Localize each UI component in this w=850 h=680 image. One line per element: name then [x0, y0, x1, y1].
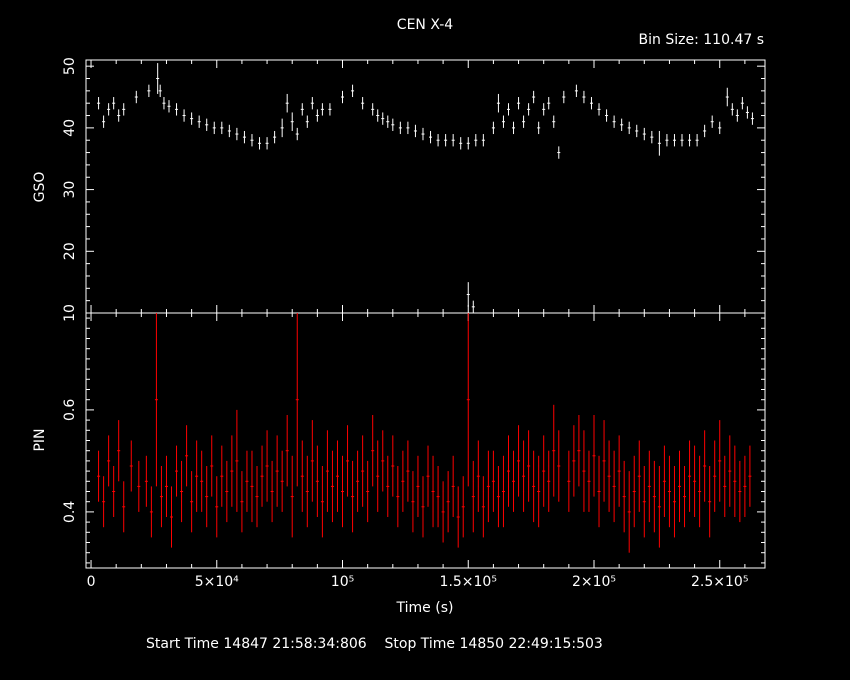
pin-panel: 0.4 0.6 0 5×10⁴ 10⁵ 1.5×10⁵ 2×10⁵ 2.5×10⁵: [62, 312, 766, 590]
time-range-footer: Start Time 14847 21:58:34:806 Stop Time …: [146, 636, 603, 652]
pin-x-tick-label: 10⁵: [331, 574, 354, 590]
gso-y-tick-label: 10: [62, 304, 78, 322]
chart-title: CEN X-4: [397, 17, 453, 33]
gso-y-tick-label: 20: [62, 242, 78, 260]
pin-frame: [85, 312, 766, 569]
pin-x-tick-label: 5×10⁴: [195, 574, 239, 590]
x-axis-label: Time (s): [396, 600, 454, 616]
gso-y-tick-label: 50: [62, 57, 78, 75]
start-time-value: 14847 21:58:34:806: [223, 636, 367, 652]
pin-x-tick-label: 2.5×10⁵: [691, 574, 748, 590]
gso-y-tick-label: 40: [62, 119, 78, 137]
gso-panel: 10 20 30 40 50: [62, 57, 766, 322]
stop-time-label: Stop Time: [384, 636, 456, 652]
start-time-label: Start Time: [146, 636, 219, 652]
pin-x-tick-label: 2×10⁵: [572, 574, 616, 590]
pin-x-tick-label: 1.5×10⁵: [440, 574, 497, 590]
gso-y-axis-label: GSO: [32, 172, 48, 203]
pin-y-tick-label: 0.4: [62, 501, 78, 523]
pin-x-tick-label: 0: [87, 574, 96, 590]
pin-y-axis-label: PIN: [32, 428, 48, 451]
gso-frame: [85, 59, 766, 314]
stop-time-value: 14850 22:49:15:503: [459, 636, 603, 652]
bin-size-label: Bin Size: 110.47 s: [639, 32, 764, 48]
pin-y-tick-label: 0.6: [62, 399, 78, 421]
gso-y-tick-label: 30: [62, 181, 78, 199]
